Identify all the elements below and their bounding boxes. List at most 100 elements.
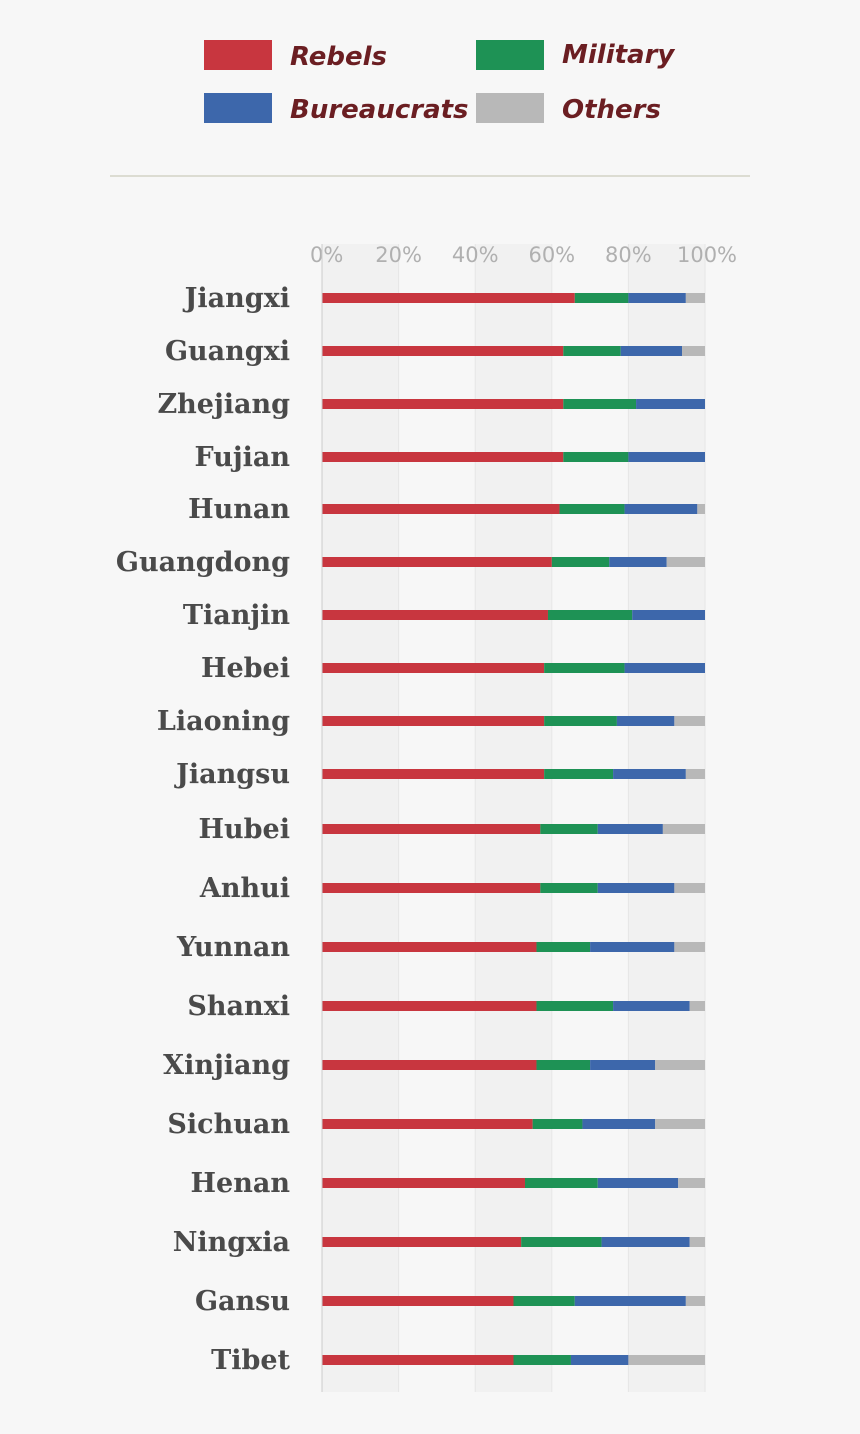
category-label: Hubei xyxy=(199,814,290,845)
plot-background xyxy=(321,244,706,1392)
bar-gansu-bureaucrats xyxy=(574,1296,686,1306)
bar-shanxi-military xyxy=(536,1001,614,1011)
x-tick-label: 60% xyxy=(528,243,575,267)
bar-gansu-military xyxy=(513,1296,575,1306)
bar-guangxi-bureaucrats xyxy=(620,346,683,356)
bar-tianjin-military xyxy=(547,610,633,620)
bar-guangxi-others xyxy=(682,346,705,356)
x-axis-ticks: 0% 20% 40% 60% 80% 100% xyxy=(310,243,737,267)
legend-swatch-rebels xyxy=(204,40,272,70)
legend-swatch-bureaucrats xyxy=(204,93,272,123)
x-tick-label: 40% xyxy=(452,243,499,267)
bar-xinjiang-others xyxy=(655,1060,705,1070)
bars xyxy=(322,293,705,1365)
category-label: Ningxia xyxy=(173,1227,290,1258)
bar-hebei-military xyxy=(544,663,625,673)
bar-zhejiang-rebels xyxy=(322,399,564,409)
category-label: Tibet xyxy=(211,1345,290,1376)
bar-anhui-rebels xyxy=(322,883,541,893)
bar-tibet-military xyxy=(513,1355,571,1365)
bar-gansu-others xyxy=(685,1296,705,1306)
category-label: Hebei xyxy=(201,653,290,684)
bar-fujian-military xyxy=(563,452,629,462)
bar-tianjin-rebels xyxy=(322,610,548,620)
bar-shanxi-rebels xyxy=(322,1001,537,1011)
category-label: Xinjiang xyxy=(163,1050,290,1081)
bar-sichuan-others xyxy=(655,1119,705,1129)
bar-yunnan-rebels xyxy=(322,942,537,952)
bar-guangdong-rebels xyxy=(322,557,552,567)
bar-tibet-others xyxy=(628,1355,705,1365)
legend-label-others: Others xyxy=(562,95,661,125)
category-label: Zhejiang xyxy=(157,389,290,420)
bar-xinjiang-military xyxy=(536,1060,591,1070)
bar-tibet-bureaucrats xyxy=(570,1355,629,1365)
bar-shanxi-others xyxy=(689,1001,705,1011)
bar-jiangxi-rebels xyxy=(322,293,575,303)
bar-ningxia-military xyxy=(521,1237,602,1247)
bar-hebei-rebels xyxy=(322,663,545,673)
x-tick-label: 0% xyxy=(310,243,343,267)
bar-anhui-others xyxy=(674,883,705,893)
bar-henan-bureaucrats xyxy=(597,1178,679,1188)
bar-hunan-bureaucrats xyxy=(624,504,698,514)
x-tick-label: 20% xyxy=(375,243,422,267)
bar-anhui-bureaucrats xyxy=(597,883,675,893)
bar-hubei-rebels xyxy=(322,824,541,834)
bar-sichuan-military xyxy=(532,1119,583,1129)
x-tick-label: 100% xyxy=(677,243,737,267)
bar-liaoning-military xyxy=(544,716,617,726)
bar-tibet-rebels xyxy=(322,1355,514,1365)
legend-label-rebels: Rebels xyxy=(290,42,387,72)
category-label: Guangxi xyxy=(165,336,290,367)
category-label: Gansu xyxy=(195,1286,290,1317)
bar-xinjiang-bureaucrats xyxy=(590,1060,656,1070)
bar-anhui-military xyxy=(540,883,598,893)
bar-jiangsu-others xyxy=(685,769,705,779)
bar-liaoning-rebels xyxy=(322,716,545,726)
bar-henan-military xyxy=(524,1178,598,1188)
legend-swatch-military xyxy=(476,40,544,70)
bar-hunan-military xyxy=(559,504,625,514)
grid-band xyxy=(475,244,552,1392)
bar-guangdong-others xyxy=(666,557,705,567)
bar-fujian-rebels xyxy=(322,452,564,462)
bar-sichuan-rebels xyxy=(322,1119,533,1129)
category-label: Liaoning xyxy=(157,706,290,737)
category-label: Fujian xyxy=(195,442,291,473)
bar-zhejiang-bureaucrats xyxy=(636,399,705,409)
bar-fujian-bureaucrats xyxy=(628,452,705,462)
bar-jiangxi-military xyxy=(574,293,629,303)
bar-xinjiang-rebels xyxy=(322,1060,537,1070)
bar-henan-rebels xyxy=(322,1178,525,1188)
bar-jiangsu-military xyxy=(544,769,614,779)
bar-guangxi-military xyxy=(563,346,621,356)
category-label: Yunnan xyxy=(176,932,290,963)
category-labels: Jiangxi Guangxi Zhejiang Fujian Hunan Guangdo… xyxy=(116,283,291,1376)
bar-hubei-others xyxy=(662,824,705,834)
bar-hebei-bureaucrats xyxy=(624,663,705,673)
bar-hubei-bureaucrats xyxy=(597,824,663,834)
bar-jiangxi-bureaucrats xyxy=(628,293,686,303)
grid-band xyxy=(398,244,476,1392)
bar-ningxia-others xyxy=(689,1237,705,1247)
legend-label-bureaucrats: Bureaucrats xyxy=(290,95,469,125)
category-label: Jiangsu xyxy=(174,759,290,790)
bar-yunnan-others xyxy=(674,942,705,952)
legend-swatch-others xyxy=(476,93,544,123)
bar-guangdong-bureaucrats xyxy=(609,557,667,567)
bar-ningxia-rebels xyxy=(322,1237,522,1247)
bar-zhejiang-military xyxy=(563,399,637,409)
bar-sichuan-bureaucrats xyxy=(582,1119,656,1129)
bar-yunnan-bureaucrats xyxy=(590,942,675,952)
bar-hunan-others xyxy=(697,504,705,514)
category-label: Jiangxi xyxy=(183,283,290,314)
bar-jiangxi-others xyxy=(685,293,705,303)
category-label: Shanxi xyxy=(187,991,290,1022)
grid-band xyxy=(551,244,629,1392)
bar-hubei-military xyxy=(540,824,598,834)
category-label: Guangdong xyxy=(116,547,290,578)
x-tick-label: 80% xyxy=(605,243,652,267)
bar-hunan-rebels xyxy=(322,504,560,514)
grid-band xyxy=(322,244,399,1392)
